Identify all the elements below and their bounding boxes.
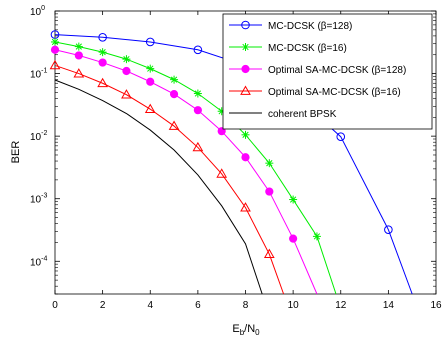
legend-marker xyxy=(241,64,250,74)
series-line-3 xyxy=(54,64,285,295)
y-tick-exponent: -1 xyxy=(41,68,47,75)
series-2-marker xyxy=(122,66,131,76)
series-2-marker xyxy=(146,77,155,86)
series-1-marker xyxy=(98,48,107,57)
x-axis-label-sub1: b xyxy=(240,328,245,337)
series-3-marker xyxy=(144,103,156,114)
y-tick-exponent: -2 xyxy=(41,130,47,137)
series-0-marker xyxy=(336,132,346,141)
series-3-marker xyxy=(192,141,204,152)
series-0-marker xyxy=(384,225,393,234)
series-3-marker xyxy=(121,89,132,99)
series-1-marker xyxy=(146,64,155,73)
x-tick-label: 14 xyxy=(383,300,395,311)
y-tick-base: 10 xyxy=(30,132,42,143)
series-1-marker xyxy=(241,130,250,139)
y-axis-label: BER xyxy=(10,141,22,164)
series-1-marker xyxy=(265,159,274,168)
y-tick-base: 10 xyxy=(30,7,42,18)
series-1-marker xyxy=(193,89,202,98)
series-3-marker xyxy=(240,202,251,212)
series-0-marker xyxy=(98,32,107,42)
y-tick-base: 10 xyxy=(30,195,42,206)
legend-label: coherent BPSK xyxy=(268,109,337,120)
x-tick-label: 4 xyxy=(147,300,153,311)
series-2-marker xyxy=(265,187,274,196)
series-0-marker xyxy=(145,37,155,47)
y-tick-label: 10-1 xyxy=(30,68,47,81)
series-1-marker xyxy=(51,37,59,46)
series-markers xyxy=(49,30,393,259)
series-3-marker xyxy=(49,59,61,70)
series-1-marker xyxy=(122,55,131,64)
series-1-marker xyxy=(289,195,298,204)
legend-marker xyxy=(240,85,251,95)
series-line-2 xyxy=(54,49,318,295)
series-2-marker xyxy=(50,45,60,54)
series-2-marker xyxy=(289,234,298,243)
x-axis-label: Eb/N0 xyxy=(232,323,260,337)
series-2-marker xyxy=(169,89,179,99)
x-axis-label-mid: /N xyxy=(244,323,255,335)
legend-marker xyxy=(241,20,250,30)
series-1-marker xyxy=(170,75,179,84)
legend-label: MC-DCSK (β=16) xyxy=(268,43,347,54)
x-axis-label-sub2: 0 xyxy=(255,328,260,337)
y-tick-exponent: -4 xyxy=(41,255,47,262)
legend: MC-DCSK (β=128) MC-DCSK (β=16) Optimal SA-… xyxy=(222,13,433,130)
y-tick-exponent: -3 xyxy=(41,193,47,200)
x-tick-label: 2 xyxy=(100,300,106,311)
series-1-marker xyxy=(312,232,321,241)
x-tick-label: 8 xyxy=(243,300,249,311)
series-0-marker xyxy=(193,45,203,55)
series-3-marker xyxy=(168,120,180,130)
legend-label: MC-DCSK (β=128) xyxy=(268,21,352,32)
y-tick-label: 10-2 xyxy=(30,130,47,143)
x-tick-label: 6 xyxy=(195,300,201,311)
series-line-4 xyxy=(54,79,263,295)
series-2-marker xyxy=(98,58,107,67)
series-2-marker xyxy=(74,51,83,60)
y-tick-base: 10 xyxy=(30,70,42,81)
series-2-marker xyxy=(241,153,250,162)
y-tick-base: 10 xyxy=(30,257,42,268)
legend-marker xyxy=(241,43,250,51)
x-tick-label: 16 xyxy=(430,300,442,311)
series-3-marker xyxy=(73,68,85,78)
series-3-marker xyxy=(97,77,108,88)
legend-box xyxy=(222,13,433,130)
y-tick-exponent: 0 xyxy=(41,5,45,12)
x-tick-label: 10 xyxy=(288,300,300,311)
y-tick-label: 100 xyxy=(30,5,45,18)
legend-label: Optimal SA-MC-DCSK (β=16) xyxy=(268,87,401,98)
y-tick-label: 10-4 xyxy=(30,255,47,268)
series-3-marker xyxy=(216,168,228,178)
x-tick-label: 0 xyxy=(52,300,58,311)
series-1-marker xyxy=(74,42,83,51)
y-tick-label: 10-3 xyxy=(30,193,47,206)
legend-label: Optimal SA-MC-DCSK (β=128) xyxy=(268,65,406,76)
series-3-marker xyxy=(263,248,275,259)
x-tick-label: 12 xyxy=(335,300,347,311)
series-2-marker xyxy=(193,106,202,115)
x-axis-label-main: E xyxy=(232,323,239,335)
